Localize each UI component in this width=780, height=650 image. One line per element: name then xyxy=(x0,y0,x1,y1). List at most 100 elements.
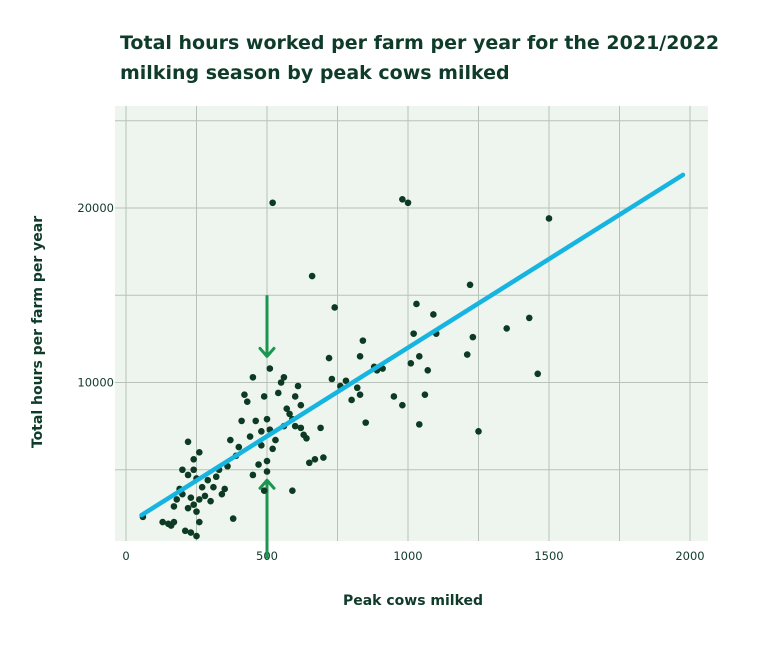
data-point xyxy=(306,459,313,467)
data-point xyxy=(410,330,417,337)
data-point xyxy=(249,471,257,479)
data-point xyxy=(466,281,474,289)
data-point xyxy=(274,389,282,397)
data-point xyxy=(404,199,412,207)
x-tick-label: 0 xyxy=(122,549,129,563)
data-point xyxy=(545,215,553,222)
data-point xyxy=(291,393,299,400)
data-point xyxy=(342,377,350,385)
data-point xyxy=(263,468,271,475)
data-point xyxy=(255,461,262,468)
data-point xyxy=(235,443,243,451)
x-axis-title: Peak cows milked xyxy=(343,593,483,609)
data-point xyxy=(331,304,338,311)
data-point xyxy=(184,471,192,479)
data-point xyxy=(348,396,355,404)
data-point xyxy=(181,527,189,535)
data-point xyxy=(252,417,260,425)
y-tick-label: 10000 xyxy=(77,376,114,390)
data-point xyxy=(212,473,220,481)
data-point xyxy=(221,485,228,493)
data-point xyxy=(297,424,305,432)
data-point xyxy=(356,353,364,360)
data-point xyxy=(399,401,406,409)
y-axis-title: Total hours per farm per year xyxy=(30,216,46,448)
data-point xyxy=(328,375,336,383)
data-point xyxy=(390,393,398,400)
data-point xyxy=(469,333,477,341)
data-point xyxy=(159,518,166,526)
data-point xyxy=(280,373,288,381)
data-point xyxy=(258,428,265,435)
data-point xyxy=(187,494,195,501)
data-point xyxy=(415,421,423,428)
data-point xyxy=(407,360,415,367)
data-point xyxy=(320,454,327,461)
data-point xyxy=(246,433,254,440)
data-point xyxy=(424,366,432,374)
arrow-up-arrow-head xyxy=(258,478,276,490)
data-point xyxy=(184,504,192,512)
data-point xyxy=(359,337,367,344)
data-point xyxy=(263,457,271,465)
data-point xyxy=(399,195,406,203)
data-point xyxy=(179,466,186,474)
data-point xyxy=(204,476,212,484)
data-point xyxy=(190,501,197,508)
data-point xyxy=(210,483,217,491)
data-point xyxy=(266,365,274,372)
grid-lines xyxy=(115,106,708,541)
data-point xyxy=(190,466,197,474)
data-point xyxy=(311,455,319,463)
data-point xyxy=(238,417,245,425)
data-point xyxy=(196,496,203,503)
data-point xyxy=(207,497,214,505)
data-point xyxy=(308,272,316,280)
data-point xyxy=(525,314,533,322)
data-point xyxy=(413,300,420,308)
data-point xyxy=(260,393,268,400)
data-point xyxy=(229,515,237,522)
data-point xyxy=(258,442,265,449)
data-point xyxy=(294,382,302,390)
data-point xyxy=(269,199,276,207)
y-tick-label: 20000 xyxy=(77,201,114,215)
data-point xyxy=(297,401,305,409)
data-point xyxy=(241,391,248,399)
data-point xyxy=(193,532,200,540)
data-point xyxy=(249,373,257,381)
arrow-down-arrow-head xyxy=(258,346,276,358)
data-point xyxy=(187,529,195,536)
data-point xyxy=(475,428,482,435)
chart-title: Total hours worked per farm per year for… xyxy=(120,32,720,84)
data-point xyxy=(317,424,324,432)
data-point xyxy=(170,518,178,526)
data-point xyxy=(415,353,423,360)
data-point xyxy=(193,508,200,515)
data-point xyxy=(303,435,310,442)
data-point xyxy=(170,503,178,510)
data-point xyxy=(291,422,299,430)
data-point xyxy=(283,405,291,412)
data-point xyxy=(173,496,181,503)
annotation-arrows xyxy=(258,295,276,559)
data-point xyxy=(269,445,276,453)
data-point xyxy=(227,436,234,444)
trendline xyxy=(139,172,686,518)
data-point xyxy=(421,391,429,399)
data-point xyxy=(201,492,209,500)
data-point xyxy=(196,449,203,456)
data-point xyxy=(356,391,364,399)
x-tick-label: 1000 xyxy=(393,549,422,563)
data-point xyxy=(362,419,370,426)
tick-labels: 05001000150020001000020000 xyxy=(77,201,704,563)
data-point xyxy=(243,398,251,405)
data-point xyxy=(286,410,293,418)
data-point xyxy=(196,518,203,526)
data-point xyxy=(353,384,361,392)
data-point xyxy=(272,436,279,444)
data-point xyxy=(263,415,271,423)
x-tick-label: 2000 xyxy=(675,549,704,563)
data-point xyxy=(190,455,197,463)
data-point xyxy=(463,351,471,358)
